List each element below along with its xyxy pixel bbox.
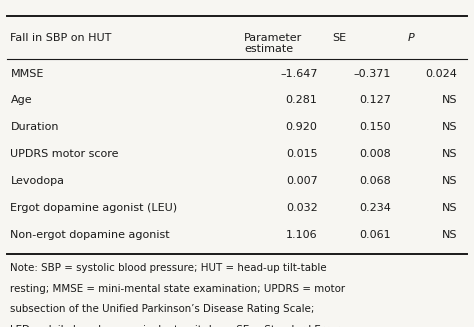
Text: NS: NS	[442, 122, 457, 132]
Text: 0.061: 0.061	[359, 230, 391, 240]
Text: 0.127: 0.127	[359, 95, 391, 106]
Text: Ergot dopamine agonist (LEU): Ergot dopamine agonist (LEU)	[10, 203, 178, 213]
Text: LED = daily levodopa-equivalent-unit dose; SE = Standard Error;: LED = daily levodopa-equivalent-unit dos…	[10, 325, 343, 327]
Text: 0.281: 0.281	[286, 95, 318, 106]
Text: 0.007: 0.007	[286, 176, 318, 186]
Text: 0.234: 0.234	[359, 203, 391, 213]
Text: 0.032: 0.032	[286, 203, 318, 213]
Text: 0.150: 0.150	[359, 122, 391, 132]
Text: 0.068: 0.068	[359, 176, 391, 186]
Text: Duration: Duration	[10, 122, 59, 132]
Text: Age: Age	[10, 95, 32, 106]
Text: resting; MMSE = mini-mental state examination; UPDRS = motor: resting; MMSE = mini-mental state examin…	[10, 284, 346, 294]
Text: P: P	[408, 33, 414, 43]
Text: NS: NS	[442, 95, 457, 106]
Text: Fall in SBP on HUT: Fall in SBP on HUT	[10, 33, 112, 43]
Text: –1.647: –1.647	[280, 69, 318, 79]
Text: SE: SE	[332, 33, 346, 43]
Text: subsection of the Unified Parkinson’s Disease Rating Scale;: subsection of the Unified Parkinson’s Di…	[10, 304, 315, 315]
Text: MMSE: MMSE	[10, 69, 44, 79]
Text: 0.008: 0.008	[359, 149, 391, 159]
Text: –0.371: –0.371	[354, 69, 391, 79]
Text: NS: NS	[442, 203, 457, 213]
Text: 0.015: 0.015	[286, 149, 318, 159]
Text: Non-ergot dopamine agonist: Non-ergot dopamine agonist	[10, 230, 170, 240]
Text: NS: NS	[442, 149, 457, 159]
Text: Levodopa: Levodopa	[10, 176, 64, 186]
Text: 0.024: 0.024	[426, 69, 457, 79]
Text: NS: NS	[442, 176, 457, 186]
Text: Note: SBP = systolic blood pressure; HUT = head-up tilt-table: Note: SBP = systolic blood pressure; HUT…	[10, 263, 327, 273]
Text: NS: NS	[442, 230, 457, 240]
Text: 0.920: 0.920	[286, 122, 318, 132]
Text: UPDRS motor score: UPDRS motor score	[10, 149, 119, 159]
Text: 1.106: 1.106	[286, 230, 318, 240]
Text: Parameter
estimate: Parameter estimate	[244, 33, 302, 54]
